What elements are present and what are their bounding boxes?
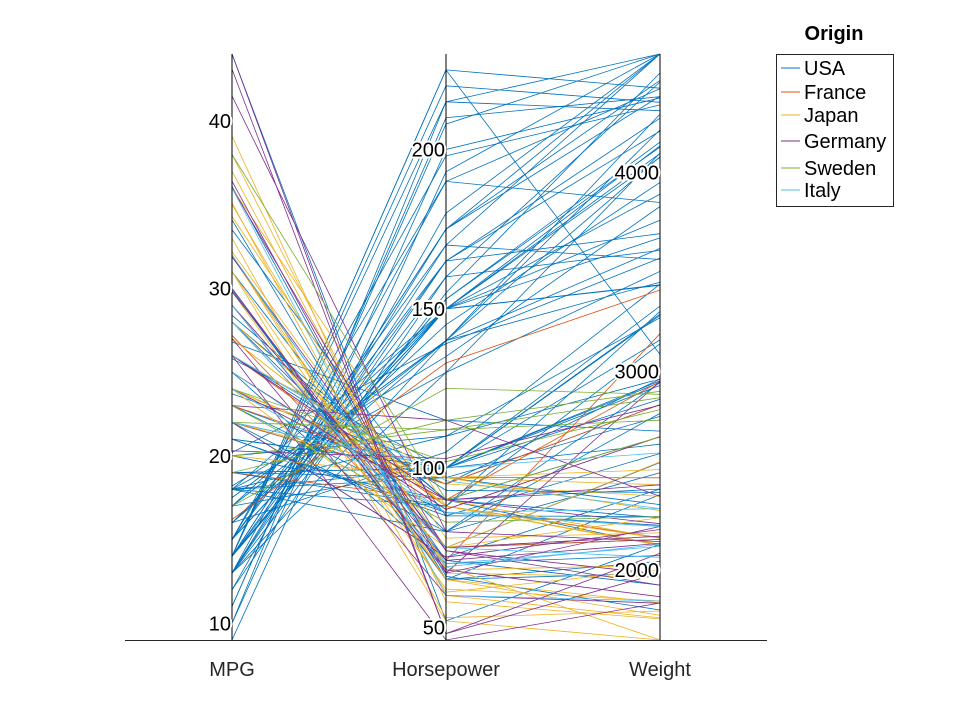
legend-label-usa: USA bbox=[804, 58, 846, 80]
axis-name-mpg: MPG bbox=[209, 659, 255, 681]
tick-label-weight-2000: 2000 bbox=[615, 560, 660, 582]
legend-label-germany: Germany bbox=[804, 131, 886, 153]
tick-label-horsepower-50: 50 bbox=[423, 617, 445, 639]
tick-label-weight-3000: 3000 bbox=[615, 361, 660, 383]
legend-label-japan: Japan bbox=[804, 105, 859, 127]
legend-label-france: France bbox=[804, 82, 866, 104]
tick-label-mpg-10: 10 bbox=[209, 613, 231, 635]
legend-box bbox=[776, 54, 894, 207]
tick-label-mpg-40: 40 bbox=[209, 111, 231, 133]
axis-name-weight: Weight bbox=[629, 659, 691, 681]
axis-names: MPG Horsepower Weight bbox=[209, 659, 691, 681]
tick-label-mpg-20: 20 bbox=[209, 446, 231, 468]
legend-label-sweden: Sweden bbox=[804, 158, 876, 180]
tick-label-horsepower-150: 150 bbox=[412, 299, 445, 321]
axes: 10 20 30 40 50 100 150 200 2000 3000 4000 bbox=[125, 54, 767, 641]
tick-label-mpg-30: 30 bbox=[209, 278, 231, 300]
tick-label-weight-4000: 4000 bbox=[615, 163, 660, 185]
legend-title: Origin bbox=[805, 23, 864, 45]
tick-label-horsepower-200: 200 bbox=[412, 140, 445, 162]
legend-label-italy: Italy bbox=[804, 180, 841, 202]
tick-label-horsepower-100: 100 bbox=[412, 458, 445, 480]
axis-name-horsepower: Horsepower bbox=[392, 659, 500, 681]
